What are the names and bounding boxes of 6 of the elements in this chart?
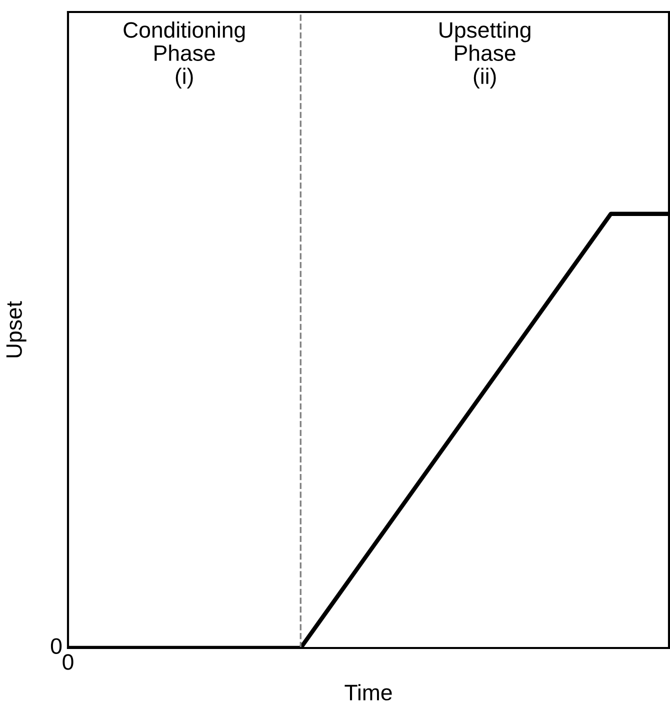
text: 0 [62, 654, 74, 670]
text: 0 [50, 638, 62, 654]
text: Upsetting Phase (ii) [440, 22, 530, 89]
x-axis-title: Time [344, 684, 392, 700]
text: Conditioning Phase (i) [124, 22, 245, 89]
y-axis-title: Upset [6, 301, 26, 358]
